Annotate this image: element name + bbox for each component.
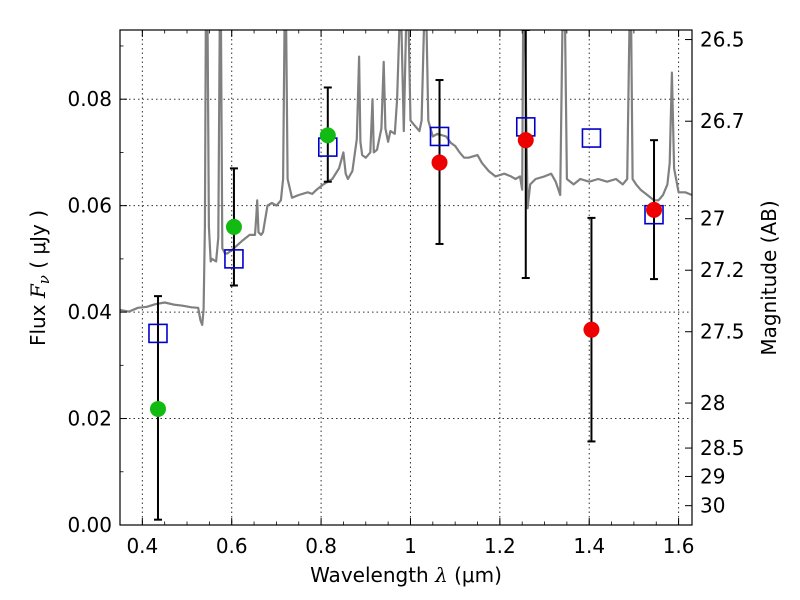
x-tick-label: 0.8 [305,534,337,558]
x-axis-label-prefix: Wavelength [310,563,435,587]
y2-tick-label: 26.7 [700,109,745,133]
axis-ticks [119,30,692,526]
y2-tick-labels: 26.5 26.7 27 27.2 27.5 28 28.5 29 30 [700,28,745,518]
y-tick-label: 0.08 [67,87,112,111]
model-photometry-square [429,126,450,147]
y-tick-labels: 0.00 0.02 0.04 0.06 0.08 [67,87,112,537]
model-spectrum-line [120,30,692,326]
observed-point [225,218,242,235]
y2-axis-label: Magnitude (AB) [757,200,781,355]
y2-tick-label: 27.2 [700,258,745,282]
y2-tick-label: 26.5 [700,28,745,52]
observed-point [517,132,534,149]
y-axis-label-symbol: F [26,283,50,299]
x-axis-label-symbol: λ [434,563,448,587]
x-tick-label: 1 [404,534,417,558]
x-tick-label: 0.4 [126,534,158,558]
y2-tick-label: 28.5 [700,436,745,460]
y2-tick-label: 27.5 [700,320,745,344]
y2-tick-label: 28 [700,391,725,415]
y-tick-label: 0.00 [67,513,112,537]
model-photometry-square [148,323,168,344]
y-axis-label-suffix: ( μJy ) [26,210,50,275]
observed-point [646,201,663,218]
markers-group [148,117,664,417]
y2-tick-label: 30 [700,494,725,518]
x-tick-labels: 0.4 0.6 0.8 1 1.2 1.4 1.6 [126,534,694,558]
y-tick-label: 0.06 [67,194,112,218]
x-tick-label: 0.6 [216,534,248,558]
y-tick-label: 0.02 [67,407,112,431]
x-tick-label: 1.6 [663,534,695,558]
x-axis-label: Wavelength λ (μm) [310,563,502,587]
observed-point [319,127,336,144]
plot-frame [119,29,693,526]
y-tick-label: 0.04 [67,300,112,324]
observed-point [431,154,448,171]
y2-tick-label: 29 [700,464,725,488]
observed-point [149,400,166,417]
y-axis-label-subscript: ν [35,275,53,284]
x-tick-label: 1.2 [484,534,516,558]
y-axis-label: Flux Fν ( μJy ) [26,210,53,346]
x-axis-label-suffix: (μm) [448,563,502,587]
x-tick-label: 1.4 [573,534,605,558]
y-axis-label-prefix: Flux [26,298,50,346]
y2-tick-label: 27 [700,207,725,231]
observed-point [583,321,600,338]
model-photometry-square [224,249,244,269]
model-spectrum-group [120,30,692,326]
model-photometry-square [581,128,602,148]
